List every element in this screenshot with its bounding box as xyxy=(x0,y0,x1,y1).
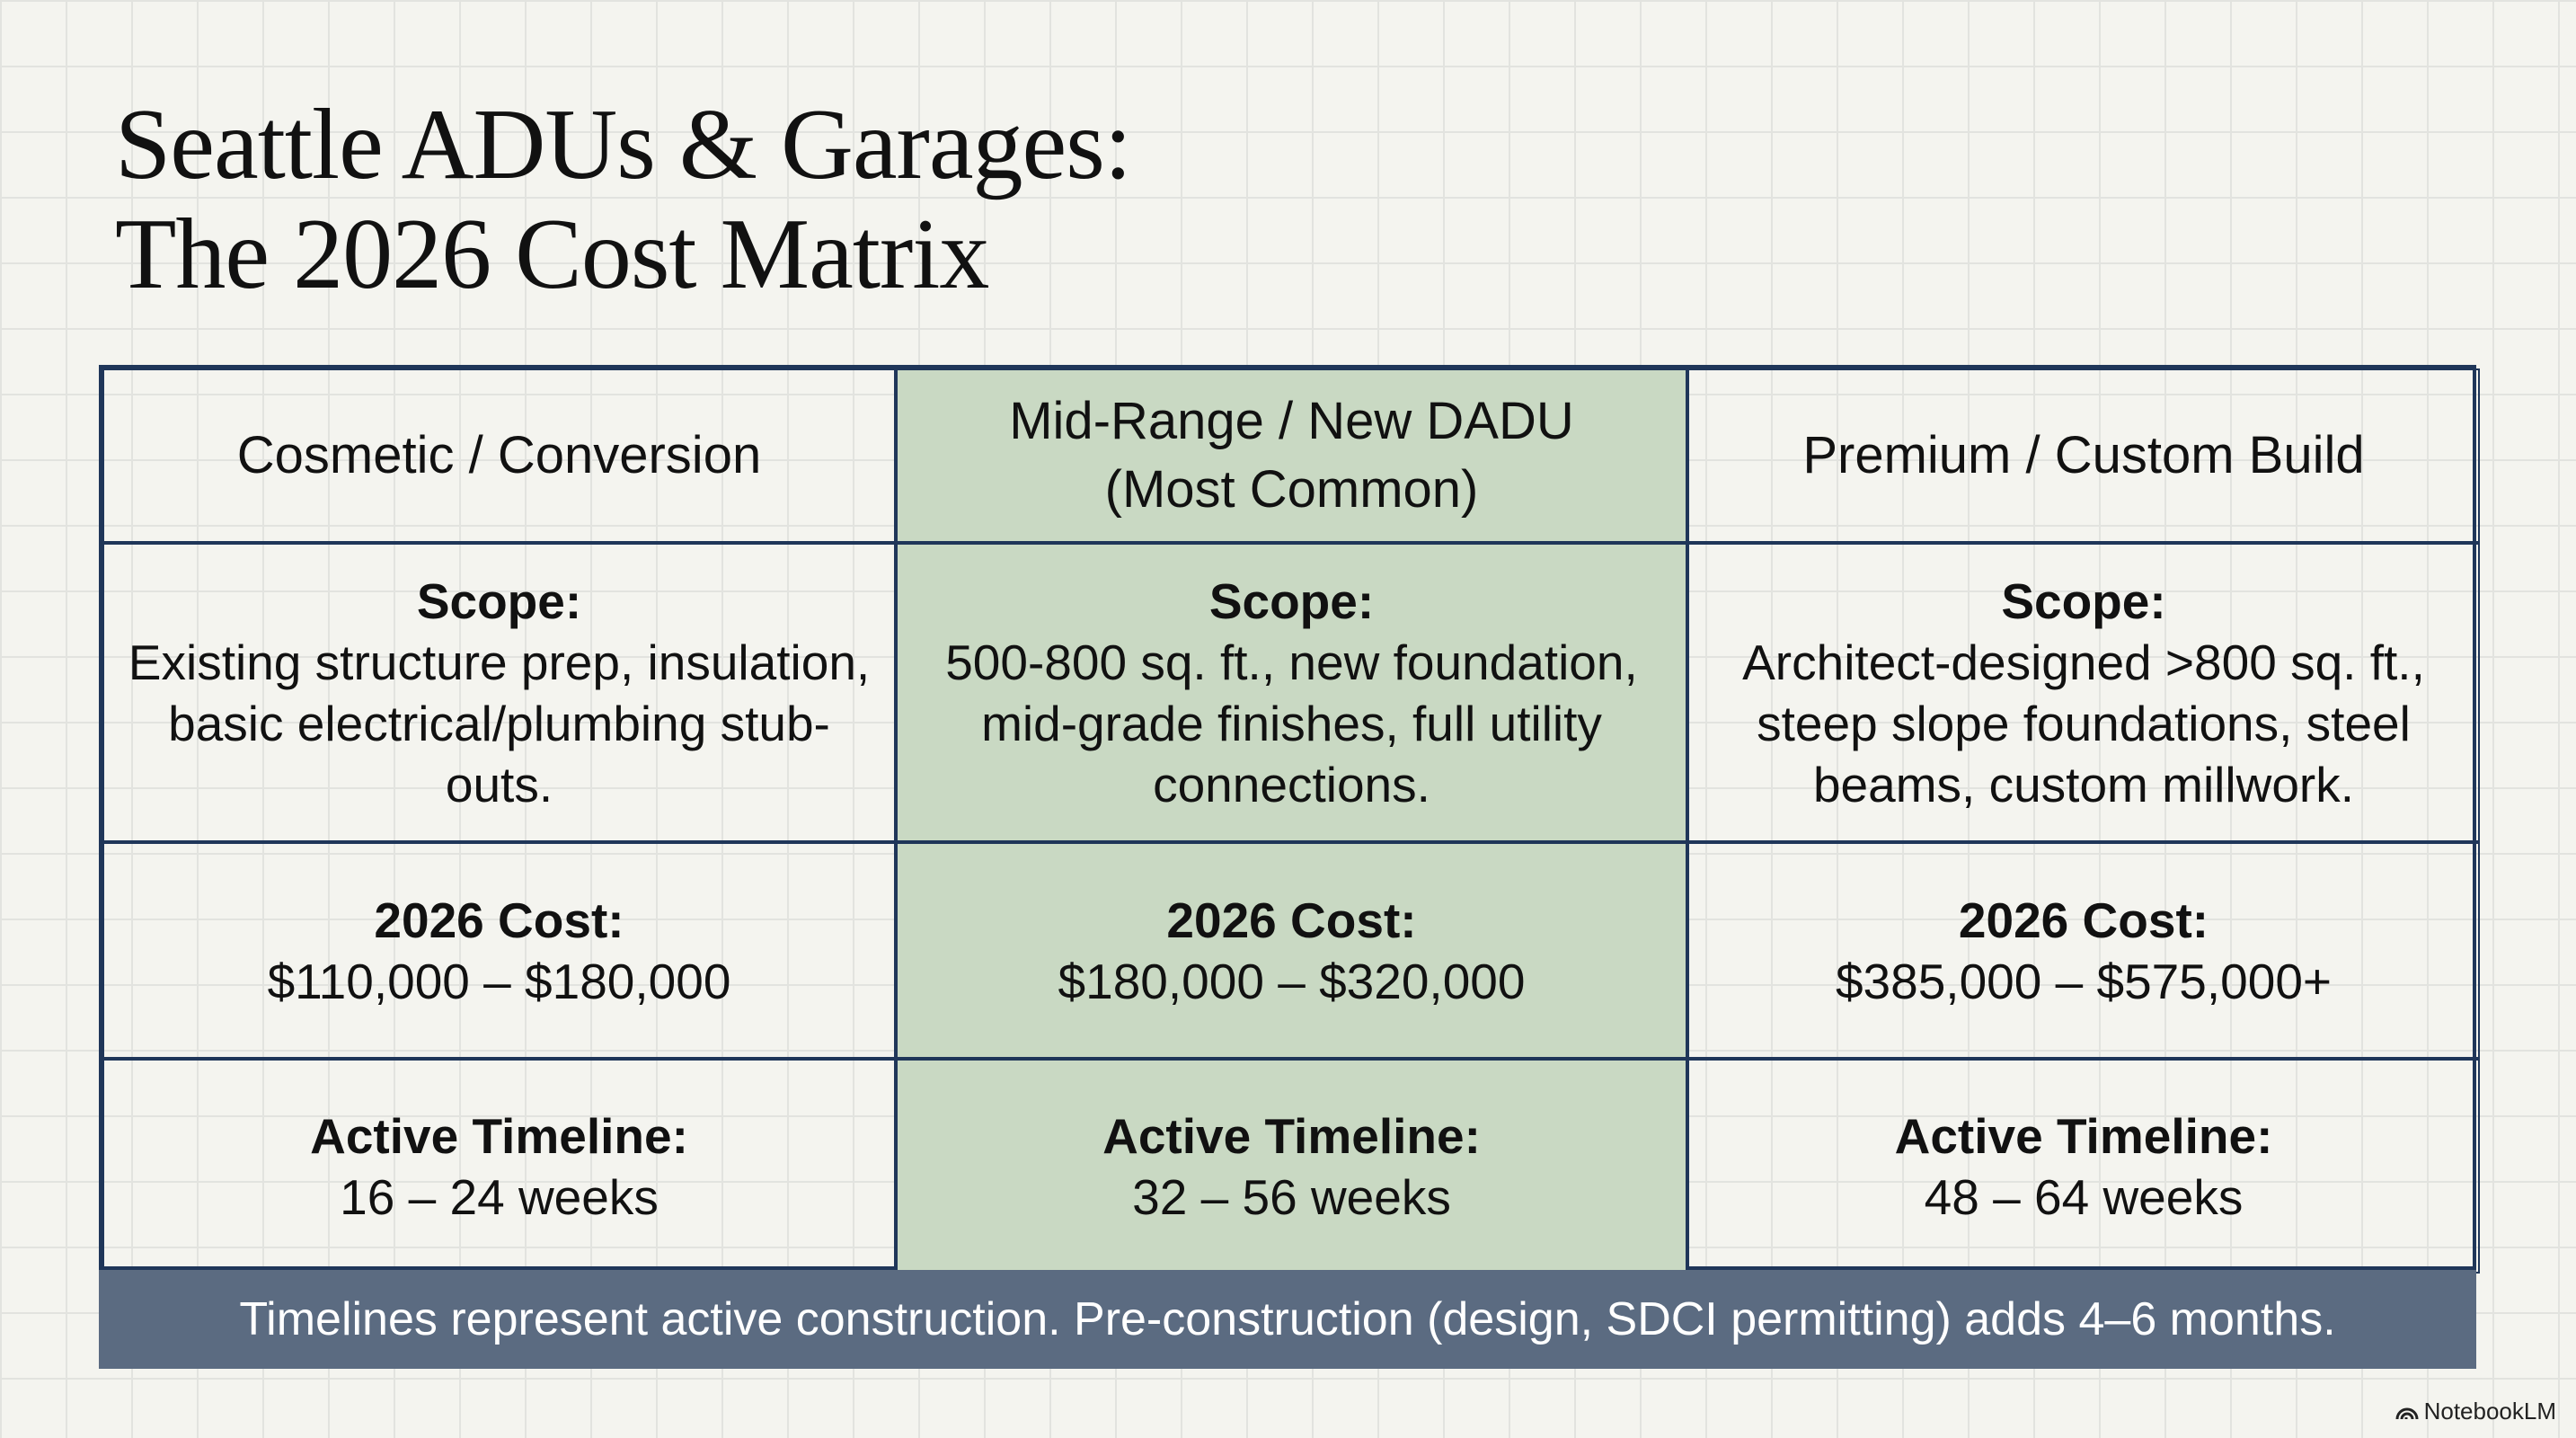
column-name: Cosmetic / Conversion xyxy=(236,426,762,484)
table-cell: Active Timeline: 48 – 64 weeks xyxy=(1687,1059,2480,1274)
table-cell: Scope: 500-800 sq. ft., new foundation, m… xyxy=(896,543,1687,842)
column-name: Mid-Range / New DADU xyxy=(1009,392,1574,450)
table-cell: 2026 Cost: $180,000 – $320,000 xyxy=(896,842,1687,1059)
table-cell: Active Timeline: 32 – 56 weeks xyxy=(896,1059,1687,1274)
column-header: Mid-Range / New DADU (Most Common) xyxy=(896,368,1687,543)
watermark: NotebookLM xyxy=(2395,1398,2556,1425)
table-cell: 2026 Cost: $110,000 – $180,000 xyxy=(102,842,896,1059)
cell-text: $385,000 – $575,000+ xyxy=(1835,953,2333,1009)
cell-label: 2026 Cost: xyxy=(1166,892,1417,948)
cell-text: 16 – 24 weeks xyxy=(340,1168,659,1225)
cell-text: Existing structure prep, insulation, bas… xyxy=(128,634,871,812)
cell-text: 500-800 sq. ft., new foundation, mid-gra… xyxy=(945,634,1638,812)
watermark-text: NotebookLM xyxy=(2423,1398,2556,1425)
table-cell: Scope: Existing structure prep, insulatio… xyxy=(102,543,896,842)
cell-label: Scope: xyxy=(2001,573,2166,629)
column-header: Cosmetic / Conversion xyxy=(102,368,896,543)
logo-icon xyxy=(2395,1407,2419,1419)
cell-text: $110,000 – $180,000 xyxy=(267,953,731,1009)
cell-text: $180,000 – $320,000 xyxy=(1058,953,1526,1009)
cell-label: 2026 Cost: xyxy=(374,892,624,948)
cell-label: Scope: xyxy=(416,573,582,629)
table-cell: Scope: Architect-designed >800 sq. ft., s… xyxy=(1687,543,2480,842)
cell-text: Architect-designed >800 sq. ft., steep s… xyxy=(1742,634,2425,812)
column-note: (Most Common) xyxy=(1104,460,1479,519)
cell-text: 48 – 64 weeks xyxy=(1924,1168,2244,1225)
cell-label: Scope: xyxy=(1208,573,1375,629)
table-cell: 2026 Cost: $385,000 – $575,000+ xyxy=(1687,842,2480,1059)
cell-label: Active Timeline: xyxy=(1894,1107,2273,1164)
table-cell: Active Timeline: 16 – 24 weeks xyxy=(102,1059,896,1274)
footnote: Timelines represent active construction.… xyxy=(99,1270,2476,1369)
column-name: Premium / Custom Build xyxy=(1802,426,2365,484)
cell-label: 2026 Cost: xyxy=(1958,892,2209,948)
cell-text: 32 – 56 weeks xyxy=(1132,1168,1451,1225)
cell-label: Active Timeline: xyxy=(310,1107,688,1164)
cell-label: Active Timeline: xyxy=(1102,1107,1481,1164)
title-line: The 2026 Cost Matrix xyxy=(115,199,989,310)
title-line: Seattle ADUs & Garages: xyxy=(115,89,1132,200)
cost-table: Cosmetic / Conversion Mid-Range / New DAD… xyxy=(99,365,2480,1274)
column-header: Premium / Custom Build xyxy=(1687,368,2480,543)
title: Seattle ADUs & Garages: The 2026 Cost Mat… xyxy=(115,89,1132,310)
